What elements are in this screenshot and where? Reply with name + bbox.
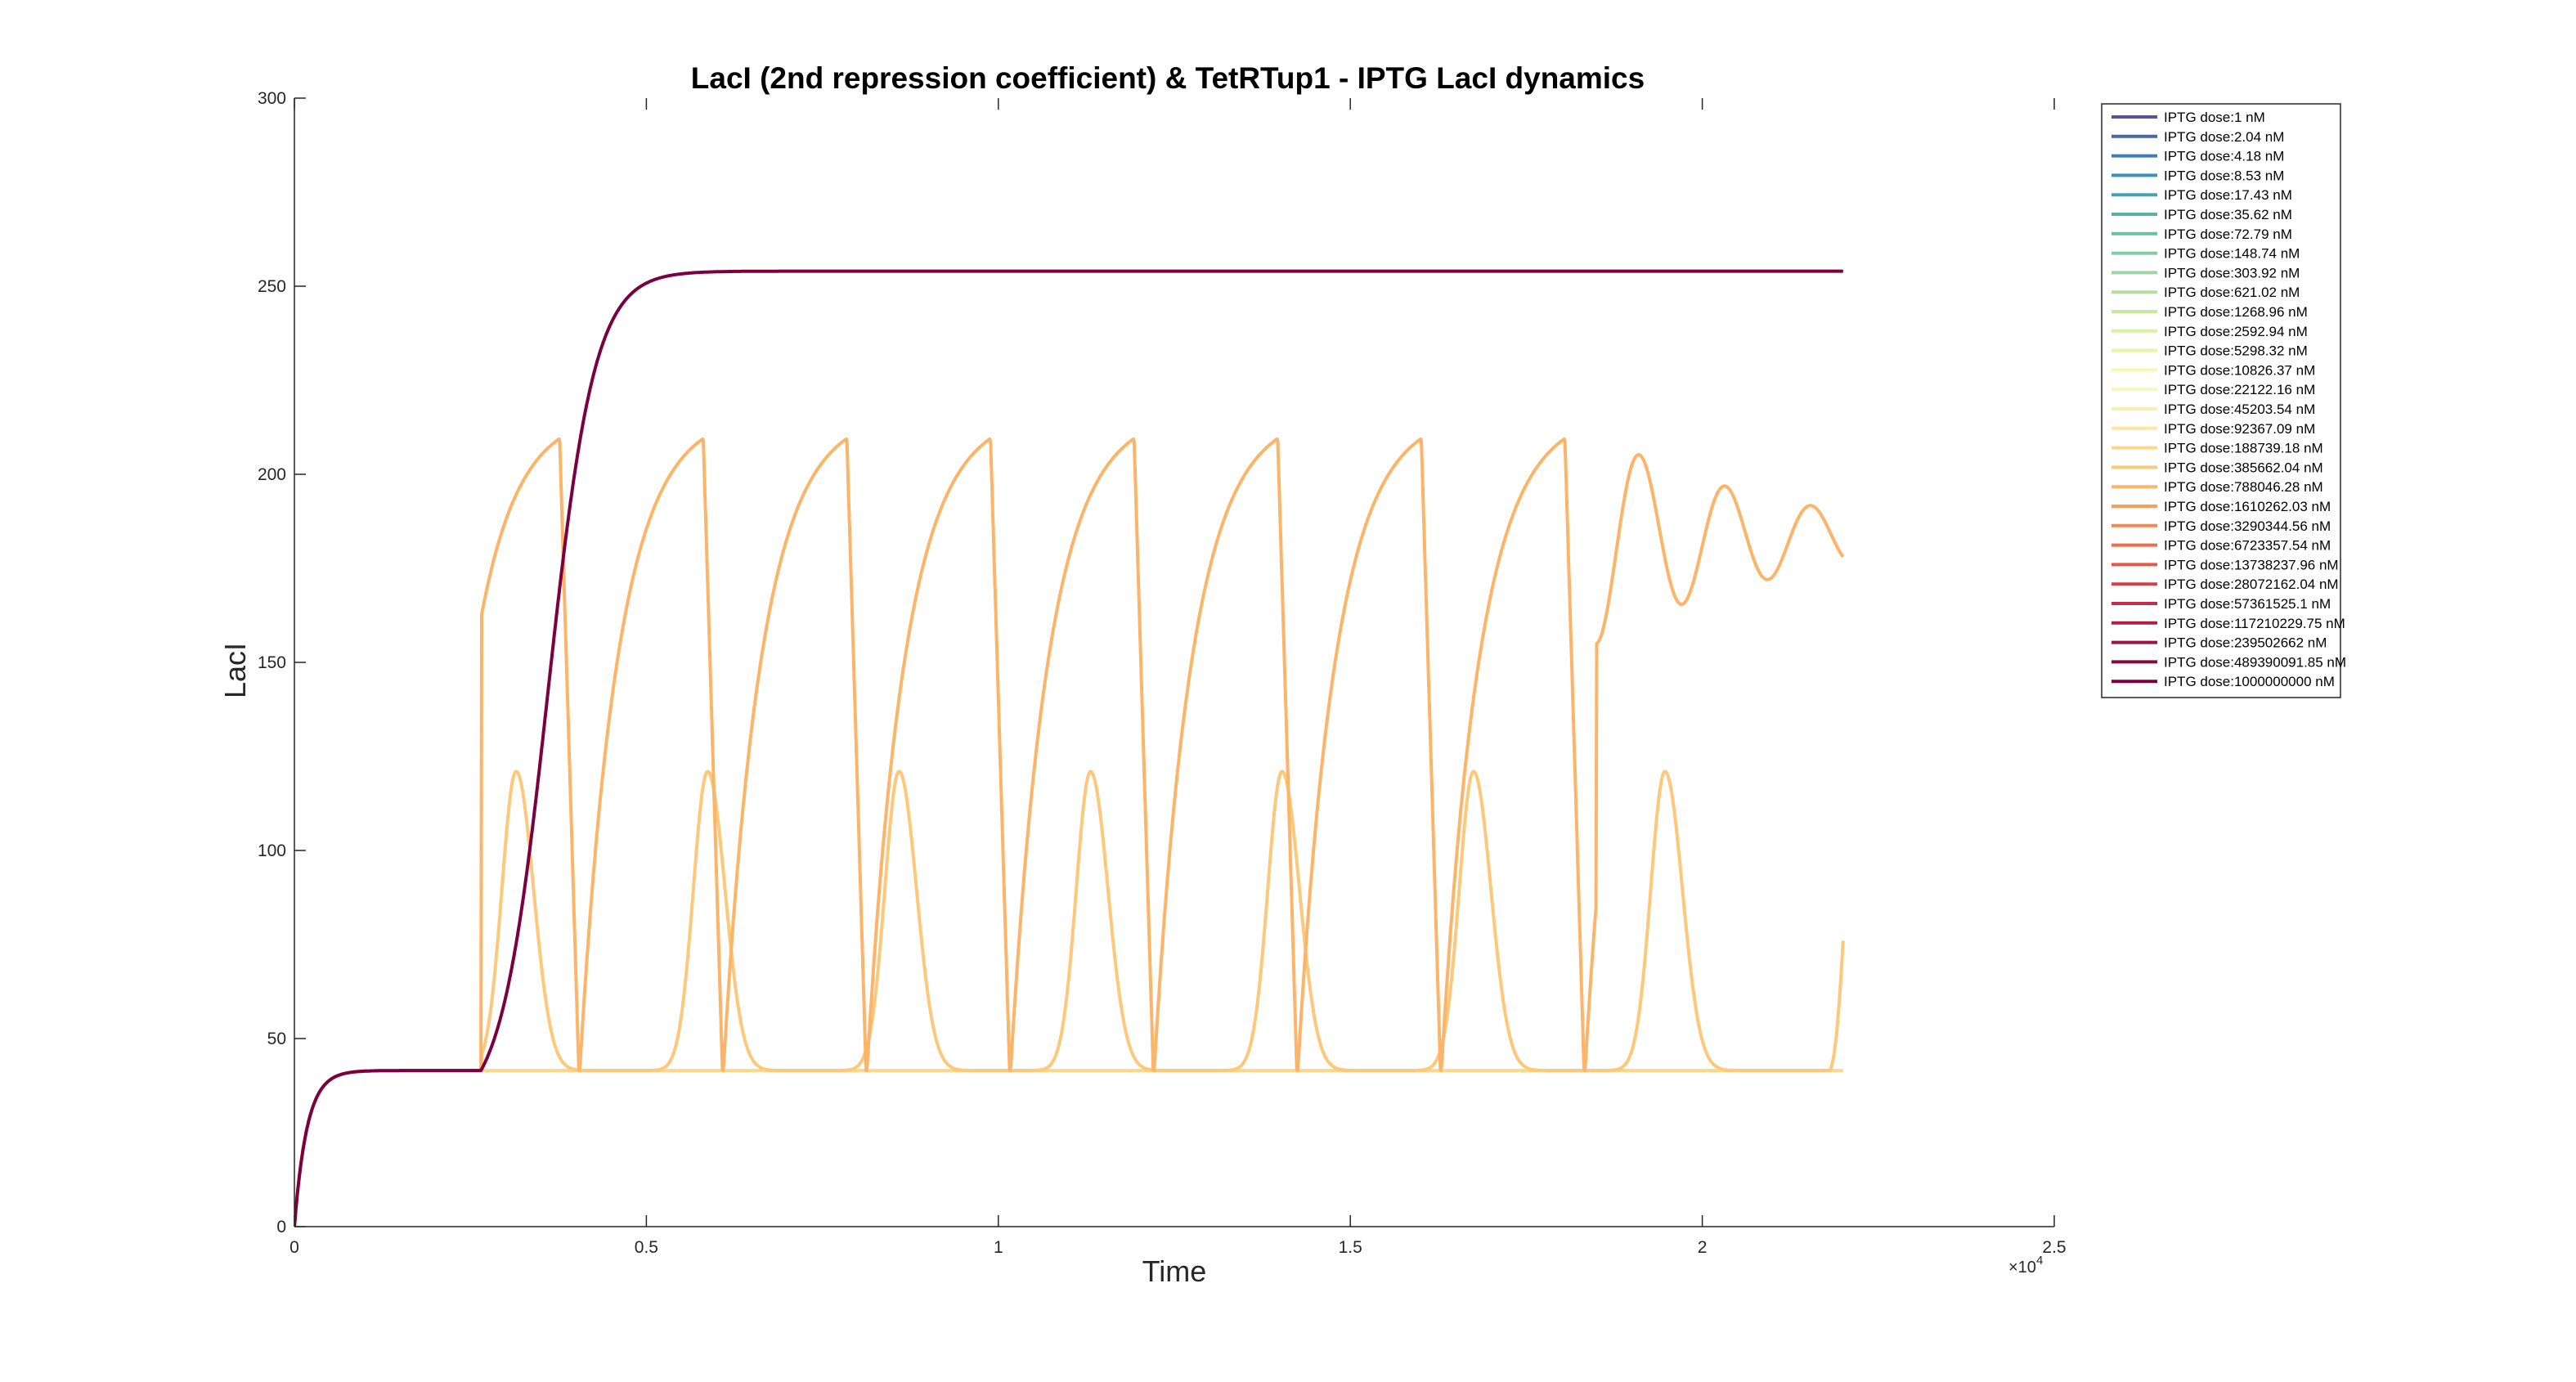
x-axis-exponent: ×104 [2008,1254,2043,1277]
legend-entry-label: IPTG dose:28072162.04 nM [2164,577,2339,592]
y-tick-label: 150 [258,653,286,672]
legend-entry-label: IPTG dose:5298.32 nM [2164,343,2308,359]
y-tick-label: 100 [258,841,286,860]
legend-entry-label: IPTG dose:2.04 nM [2164,129,2284,145]
y-tick-label: 250 [258,277,286,296]
legend: IPTG dose:1 nM IPTG dose:2.04 nM IPTG dose… [2101,103,2346,698]
legend-entry-label: IPTG dose:72.79 nM [2164,227,2292,242]
y-tick-label: 50 [267,1030,286,1048]
legend-box [2101,103,2341,698]
legend-entry-label: IPTG dose:13738237.96 nM [2164,557,2339,572]
legend-entry-label: IPTG dose:17.43 nM [2164,187,2292,203]
legend-entry-label: IPTG dose:1268.96 nM [2164,304,2308,320]
legend-entry-label: IPTG dose:1 nM [2164,110,2265,125]
y-tick-label: 0 [276,1218,286,1236]
legend-entry-label: IPTG dose:22122.16 nM [2164,382,2315,397]
y-tick-label: 200 [258,465,286,484]
legend-entry-label: IPTG dose:10826.37 nM [2164,362,2315,378]
legend-entry-label: IPTG dose:35.62 nM [2164,207,2292,222]
legend-entry-label: IPTG dose:92367.09 nM [2164,421,2315,437]
x-axis-label: Time [1142,1254,1207,1288]
legend-entry-label: IPTG dose:3290344.56 nM [2164,518,2331,534]
legend-entry-label: IPTG dose:489390091.85 nM [2164,654,2346,670]
legend-entry-label: IPTG dose:188739.18 nM [2164,441,2323,456]
legend-entry-label: IPTG dose:239502662 nM [2164,635,2327,651]
legend-entry-label: IPTG dose:2592.94 nM [2164,324,2308,339]
axes-layer: 0 0.5 1 1.5 2 2.5 0 50 100 150 200 250 300 [258,89,2067,1257]
legend-entry-label: IPTG dose:148.74 nM [2164,246,2300,262]
legend-entry-label: IPTG dose:8.53 nM [2164,168,2284,183]
series-layer [294,269,1845,1227]
series-line [294,269,1844,1227]
x-axis-exponent-base: ×10 [2008,1259,2036,1277]
chart-title: LacI (2nd repression coefficient) & TetR… [691,61,1645,95]
legend-entry-label: IPTG dose:621.02 nM [2164,285,2300,300]
x-tick-label: 2.5 [2042,1238,2066,1257]
x-axis-exponent-power: 4 [2036,1254,2043,1268]
legend-entry-label: IPTG dose:1610262.03 nM [2164,499,2331,514]
plot-area: 0 0.5 1 1.5 2 2.5 0 50 100 150 200 250 300 [258,89,2067,1257]
legend-entry-label: IPTG dose:57361525.1 nM [2164,596,2331,612]
x-tick-label: 2 [1698,1238,1708,1257]
x-tick-label: 1.5 [1339,1238,1362,1257]
y-tick-label: 300 [258,89,286,108]
legend-entry-label: IPTG dose:303.92 nM [2164,265,2300,280]
legend-entry-label: IPTG dose:4.18 nM [2164,149,2284,164]
legend-entry-label: IPTG dose:45203.54 nM [2164,402,2315,417]
y-axis-label: LacI [218,643,252,698]
x-tick-label: 1 [994,1238,1003,1257]
legend-entry-label: IPTG dose:117210229.75 nM [2164,616,2345,631]
legend-entry-label: IPTG dose:6723357.54 nM [2164,538,2331,554]
legend-entry-label: IPTG dose:385662.04 nM [2164,460,2323,475]
legend-entry-label: IPTG dose:788046.28 nM [2164,479,2323,495]
x-tick-label: 0 [289,1238,299,1257]
legend-entry-label: IPTG dose:1000000000 nM [2164,674,2335,689]
x-tick-label: 0.5 [635,1238,658,1257]
series-line [294,437,1845,1227]
